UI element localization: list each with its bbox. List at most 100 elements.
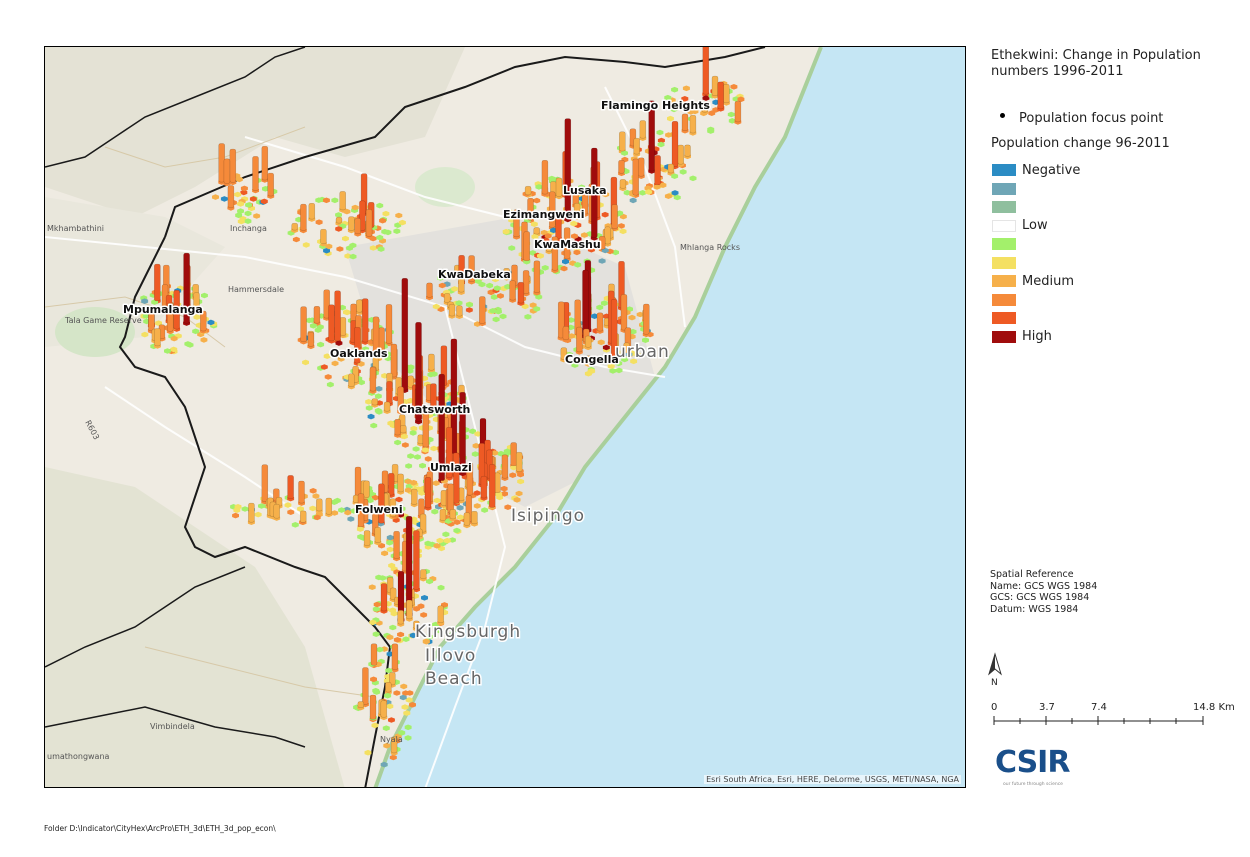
hex-cell bbox=[578, 184, 586, 191]
population-bar bbox=[576, 326, 583, 353]
population-bar bbox=[453, 452, 460, 504]
population-bar bbox=[363, 530, 371, 546]
game-reserve-area bbox=[55, 307, 135, 357]
legend-class-2 bbox=[992, 198, 1080, 217]
spatial-reference: Spatial Reference Name: GCS WGS 1984 GCS… bbox=[990, 569, 1100, 615]
hex-cell bbox=[455, 300, 463, 306]
hex-cell bbox=[664, 94, 672, 101]
hex-cell bbox=[533, 197, 541, 204]
hex-cell bbox=[386, 634, 394, 641]
hex-cell bbox=[602, 191, 610, 198]
population-bar bbox=[604, 226, 611, 245]
hex-cell bbox=[573, 245, 581, 252]
hex-cell bbox=[249, 196, 257, 202]
hex-cell bbox=[607, 363, 615, 369]
population-bar bbox=[541, 160, 549, 195]
hex-cell bbox=[193, 314, 201, 320]
hex-cell bbox=[344, 509, 352, 516]
hex-cell bbox=[362, 346, 369, 352]
hex-cell bbox=[465, 307, 473, 313]
hex-cell bbox=[609, 368, 617, 374]
hex-cell bbox=[562, 258, 569, 265]
basemap-label-isipingo: Isipingo bbox=[511, 506, 585, 526]
population-bar bbox=[611, 204, 618, 229]
population-bar bbox=[618, 159, 625, 174]
population-bar bbox=[173, 289, 180, 330]
hex-cell bbox=[443, 537, 451, 544]
hex-cell bbox=[406, 397, 414, 404]
hex-cell bbox=[164, 348, 171, 354]
hex-cell bbox=[393, 637, 401, 643]
hex-cell bbox=[421, 595, 428, 601]
hex-cell bbox=[324, 374, 332, 380]
hex-cell bbox=[404, 735, 412, 741]
hex-cell bbox=[435, 627, 443, 634]
municipal-boundary-north bbox=[164, 47, 766, 238]
basemap-label-durban: urban bbox=[615, 342, 670, 362]
hex-cell bbox=[598, 258, 606, 264]
legend-class-7 bbox=[992, 291, 1080, 310]
hex-cell bbox=[712, 99, 720, 106]
hex-cell bbox=[409, 430, 417, 436]
hex-cell bbox=[508, 245, 516, 251]
population-bar bbox=[515, 451, 523, 472]
hex-cell bbox=[374, 407, 382, 414]
place-label-flamingo-heights: Flamingo Heights bbox=[601, 99, 710, 112]
map-frame[interactable]: urban Isipingo Kingsburgh Illovo Beach R… bbox=[44, 46, 966, 788]
hex-cell bbox=[398, 219, 406, 226]
population-bar bbox=[503, 268, 510, 279]
hex-cell bbox=[619, 228, 627, 235]
population-bar bbox=[533, 260, 541, 293]
terrain-shading-north bbox=[45, 47, 465, 217]
population-bar bbox=[517, 281, 525, 304]
place-label-umlazi: Umlazi bbox=[430, 461, 472, 474]
population-bar bbox=[734, 100, 742, 123]
hex-cell bbox=[374, 393, 382, 399]
hex-cell bbox=[400, 433, 408, 440]
population-bar bbox=[390, 736, 398, 754]
population-bar bbox=[581, 193, 589, 215]
hex-cell bbox=[333, 497, 341, 504]
population-bar bbox=[334, 290, 341, 342]
population-bar bbox=[369, 366, 377, 392]
hex-cell bbox=[244, 218, 252, 224]
minor-label-vimbindela: Vimbindela bbox=[150, 722, 195, 731]
population-bar bbox=[582, 269, 589, 337]
hex-cell bbox=[437, 275, 444, 281]
district-boundary-north bbox=[45, 47, 306, 168]
population-bar bbox=[335, 216, 343, 224]
hex-cell bbox=[331, 510, 339, 516]
population-bar bbox=[252, 156, 259, 191]
hex-cell bbox=[431, 464, 439, 470]
population-bar bbox=[447, 483, 455, 514]
population-bar bbox=[632, 158, 639, 196]
hex-cell bbox=[400, 683, 408, 690]
hex-cell bbox=[728, 118, 736, 124]
hex-cell bbox=[170, 346, 178, 353]
place-label-congella: Congella bbox=[565, 353, 619, 366]
legend-swatch bbox=[992, 312, 1016, 325]
hex-cell bbox=[687, 109, 695, 115]
population-bar bbox=[677, 144, 684, 165]
hex-cell bbox=[394, 439, 402, 446]
hex-cell bbox=[708, 110, 716, 116]
hex-cell bbox=[233, 507, 241, 513]
population-bar bbox=[261, 145, 269, 181]
hex-cell bbox=[636, 311, 644, 318]
hex-cell bbox=[571, 362, 579, 368]
hex-cell bbox=[402, 636, 410, 642]
hex-cell bbox=[521, 303, 529, 310]
population-bar bbox=[354, 326, 361, 364]
place-label-folweni: Folweni bbox=[355, 503, 403, 516]
population-bar bbox=[684, 144, 691, 157]
population-bar bbox=[339, 191, 346, 211]
hex-cell bbox=[376, 202, 384, 209]
map-canvas[interactable]: urban Isipingo Kingsburgh Illovo Beach R… bbox=[45, 47, 966, 788]
population-bar bbox=[154, 328, 161, 347]
hex-cell bbox=[258, 503, 265, 509]
population-bar bbox=[560, 347, 568, 360]
population-bar bbox=[426, 282, 433, 298]
hex-cell bbox=[430, 371, 438, 377]
hex-cell bbox=[207, 319, 215, 326]
hex-cell bbox=[358, 379, 365, 386]
